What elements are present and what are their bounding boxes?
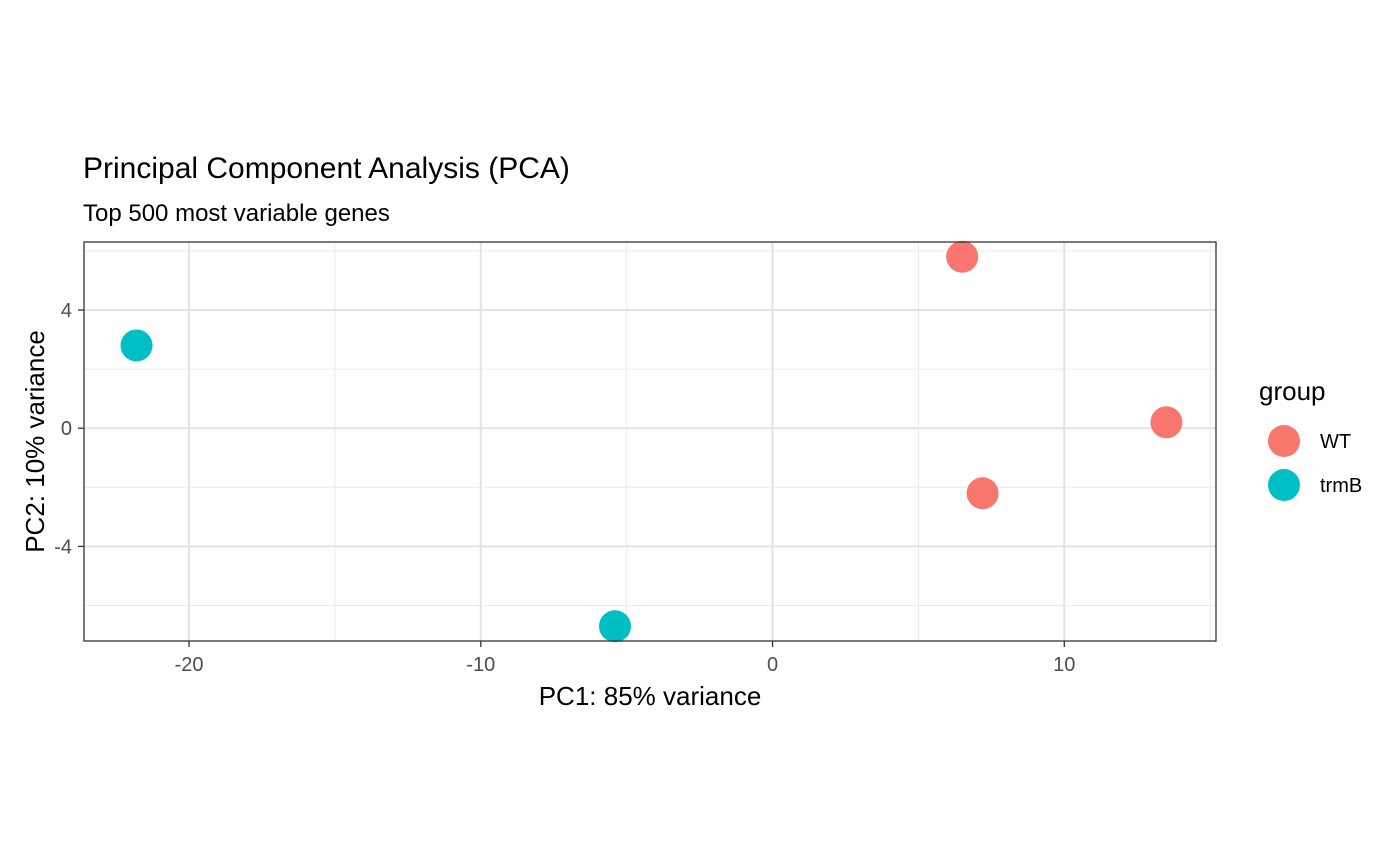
y-tick-label: 0 — [61, 418, 72, 440]
legend: group WT trmB — [1259, 376, 1362, 501]
y-axis-ticks: -4 0 4 — [54, 300, 84, 558]
legend-label-wt: WT — [1320, 431, 1351, 453]
x-tick-label: 0 — [767, 654, 778, 676]
panel-background — [84, 242, 1216, 641]
data-point-wt — [966, 477, 999, 510]
x-tick-label: -10 — [466, 654, 495, 676]
data-point-trmb — [120, 329, 153, 362]
x-axis-ticks: -20 -10 0 10 — [175, 641, 1075, 676]
legend-key-trmb — [1268, 469, 1300, 501]
major-gridlines — [84, 242, 1216, 641]
x-tick-label: 10 — [1053, 654, 1075, 676]
plot-panel — [83, 240, 1217, 643]
y-axis-title: PC2: 10% variance — [20, 330, 50, 553]
data-point-wt — [1150, 406, 1183, 439]
legend-title: group — [1259, 376, 1326, 406]
minor-gridlines — [84, 242, 1216, 641]
legend-label-trmb: trmB — [1320, 475, 1362, 497]
data-points — [120, 240, 1183, 643]
chart-subtitle: Top 500 most variable genes — [83, 200, 390, 227]
data-point-trmb — [598, 610, 631, 643]
x-axis-title: PC1: 85% variance — [539, 681, 762, 711]
legend-key-wt — [1268, 425, 1300, 457]
x-tick-label: -20 — [175, 654, 204, 676]
legend-items: WT trmB — [1268, 425, 1362, 501]
y-tick-label: -4 — [54, 536, 72, 558]
panel-border — [83, 241, 1217, 642]
data-point-wt — [946, 240, 979, 273]
y-tick-label: 4 — [61, 300, 72, 322]
chart-title: Principal Component Analysis (PCA) — [83, 152, 570, 185]
